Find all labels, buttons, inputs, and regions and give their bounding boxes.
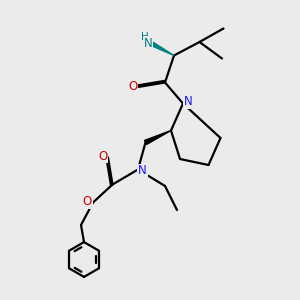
Text: N: N xyxy=(143,37,152,50)
Text: O: O xyxy=(128,80,137,94)
Polygon shape xyxy=(145,130,171,145)
Text: N: N xyxy=(138,164,147,178)
Polygon shape xyxy=(147,40,174,56)
Text: O: O xyxy=(98,149,107,163)
Text: O: O xyxy=(82,195,91,208)
Text: H: H xyxy=(141,32,149,42)
Text: N: N xyxy=(184,94,193,108)
